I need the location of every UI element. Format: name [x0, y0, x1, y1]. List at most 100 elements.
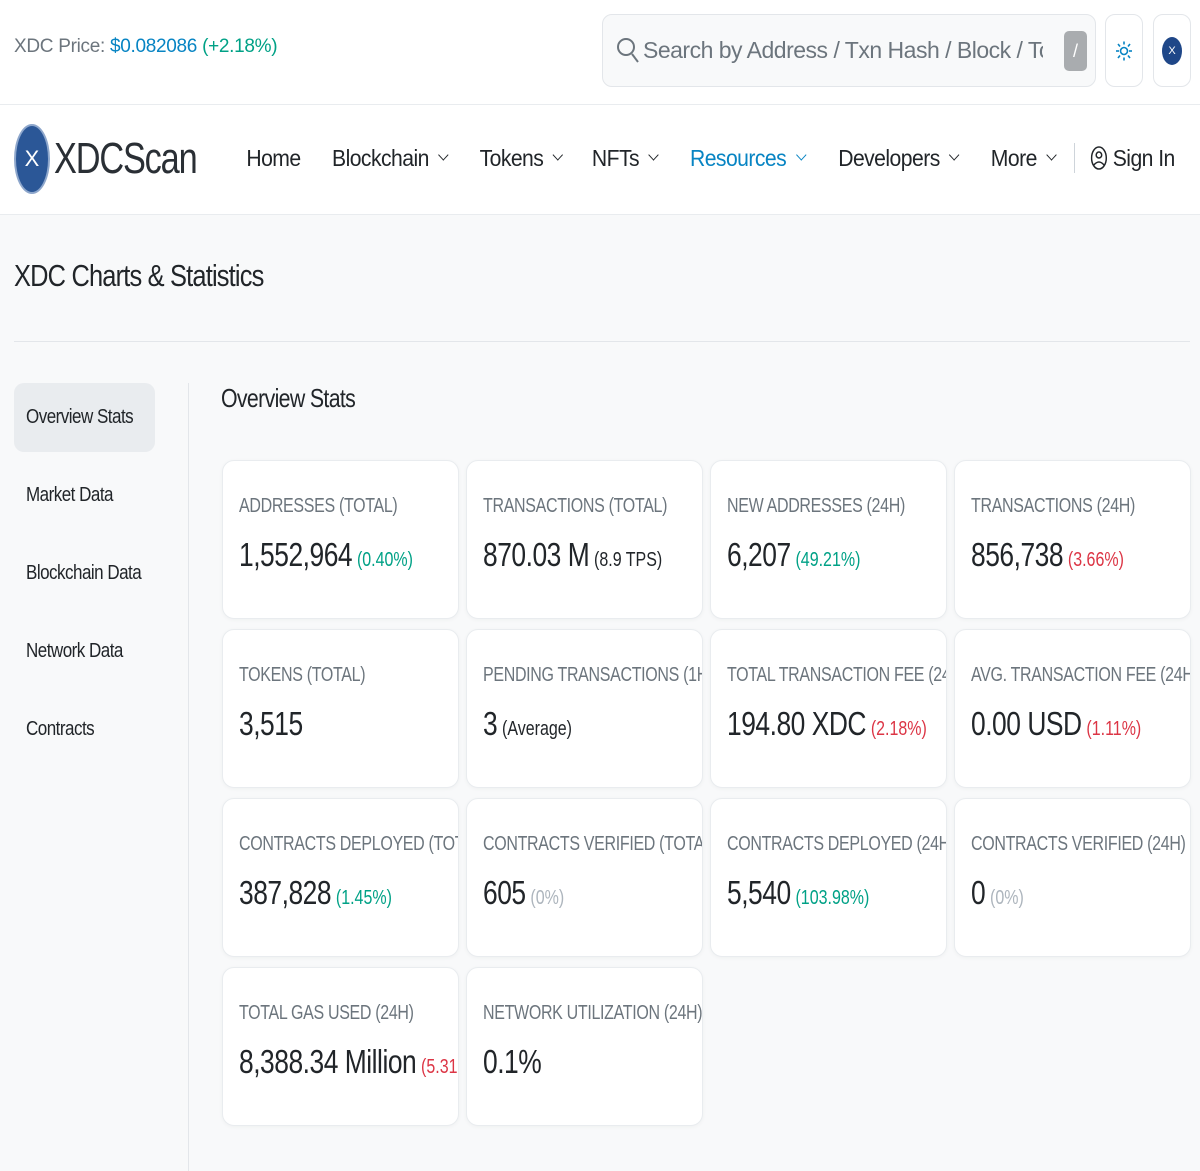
network-button[interactable]: X — [1153, 14, 1191, 87]
sidebar-item-label: Overview Stats — [26, 406, 134, 428]
sidebar-item-label: Network Data — [26, 640, 123, 662]
sidebar-item-label: Contracts — [26, 718, 95, 740]
sidebar-item-overview-stats[interactable]: Overview Stats — [14, 383, 155, 452]
sidebar-divider — [188, 383, 189, 1171]
price-change: (+2.18%) — [202, 36, 278, 57]
stat-card: TRANSACTIONS (24H) 856,738 (3.66%) — [954, 460, 1191, 619]
nav-blockchain[interactable]: Blockchain — [331, 144, 449, 172]
stat-value: 870.03 M — [483, 536, 590, 573]
chevron-down-icon — [648, 149, 660, 161]
stat-label: CONTRACTS DEPLOYED (24H) — [727, 833, 947, 855]
user-circle-icon — [1090, 146, 1107, 170]
stat-value: 0.1% — [483, 1043, 542, 1080]
sidebar-item-network-data[interactable]: Network Data — [14, 617, 155, 686]
nav-nfts[interactable]: NFTs — [592, 145, 660, 172]
xdc-network-icon: X — [1162, 36, 1182, 65]
stat-change: (5.31%) — [421, 1056, 458, 1078]
stat-card: CONTRACTS DEPLOYED (TOTAL) 387,828(1.45%) — [222, 798, 459, 957]
nav-label: Blockchain — [331, 144, 429, 171]
top-bar: XDC Price: $0.082086 (+2.18%) / X — [0, 0, 1200, 105]
theme-toggle-button[interactable] — [1105, 14, 1143, 87]
nav-label: Tokens — [479, 144, 544, 171]
stat-card: TRANSACTIONS (TOTAL) 870.03 M (8.9 TPS) — [466, 460, 703, 619]
nav-label: Home — [246, 144, 301, 171]
nav-label: Resources — [689, 144, 787, 171]
stat-change: (1.45%) — [335, 887, 392, 909]
stat-card: CONTRACTS VERIFIED (TOTAL) 605 (0%) — [466, 798, 703, 957]
stat-value-row: 870.03 M (8.9 TPS) — [483, 536, 662, 574]
logo[interactable]: X XDCScan — [14, 124, 237, 194]
stat-label: TRANSACTIONS (TOTAL) — [483, 495, 668, 517]
stat-value: 194.80 XDC — [727, 705, 867, 742]
stat-label: NEW ADDRESSES (24H) — [727, 495, 905, 517]
title-divider — [14, 341, 1190, 342]
sign-in-label: Sign In — [1112, 144, 1175, 171]
stat-change: (103.98%) — [795, 887, 870, 909]
stat-value-row: 8,388.34 Million(5.31%) — [239, 1043, 458, 1081]
nav-home[interactable]: Home — [246, 144, 301, 172]
xdc-price: XDC Price: $0.082086 (+2.18%) — [14, 36, 278, 58]
stat-value: 0 — [971, 874, 986, 911]
stat-change: (1.11%) — [1086, 718, 1142, 740]
stat-label: PENDING TRANSACTIONS (1H) — [483, 664, 703, 686]
stat-value-row: 3 (Average) — [483, 705, 658, 743]
stat-change: (Average) — [502, 718, 572, 740]
chevron-down-icon — [795, 149, 806, 161]
stat-card: CONTRACTS DEPLOYED (24H) 5,540 (103.98%) — [710, 798, 947, 957]
sidebar-item-market-data[interactable]: Market Data — [14, 461, 155, 530]
nav-tokens[interactable]: Tokens — [479, 144, 564, 172]
stat-value: 0.00 USD — [971, 705, 1082, 742]
stat-label: TOTAL TRANSACTION FEE (24H) — [727, 664, 947, 686]
nav-developers[interactable]: Developers — [838, 144, 960, 172]
stat-change: (0%) — [530, 887, 565, 909]
price-label: XDC Price: — [14, 36, 105, 57]
sidebar-item-label: Blockchain Data — [26, 562, 142, 584]
chevron-down-icon — [438, 149, 449, 161]
chevron-down-icon — [552, 149, 564, 161]
stat-value: 5,540 — [727, 874, 791, 911]
stat-label: TRANSACTIONS (24H) — [971, 495, 1136, 517]
stat-value: 3,515 — [239, 705, 303, 742]
search-input[interactable] — [643, 31, 1043, 69]
nav-label: Developers — [838, 144, 940, 171]
chevron-down-icon — [1045, 149, 1057, 161]
price-value-link[interactable]: $0.082086 — [109, 36, 198, 57]
stat-value: 8,388.34 Million — [239, 1043, 417, 1080]
stat-value-row: 0.00 USD (1.11%) — [971, 705, 1146, 743]
stat-card: TOTAL GAS USED (24H) 8,388.34 Million (5.3… — [222, 967, 459, 1126]
stat-card: TOKENS (TOTAL) 3,515 — [222, 629, 459, 788]
stat-label: AVG. TRANSACTION FEE (24H) — [971, 664, 1191, 686]
stats-grid: ADDRESSES (TOTAL) 1,552,964 (0.40%) TRANSAC… — [222, 460, 1191, 1126]
nav-separator — [1073, 143, 1075, 173]
stat-value: 3 — [483, 705, 498, 742]
sidebar-item-contracts[interactable]: Contracts — [14, 695, 155, 764]
stat-card: AVG. TRANSACTION FEE (24H) 0.00 USD (1.11%… — [954, 629, 1191, 788]
stat-label: ADDRESSES (TOTAL) — [239, 495, 398, 517]
page-title: XDC Charts & Statistics — [14, 258, 264, 293]
search-box: / — [602, 14, 1096, 87]
main-nav: Home Blockchain Tokens NFTs Resources De… — [220, 143, 1178, 173]
search-icon — [617, 38, 639, 63]
stat-value: 387,828 — [239, 874, 332, 911]
sign-in-link[interactable]: Sign In — [1090, 144, 1175, 172]
stat-label: CONTRACTS DEPLOYED (TOTAL) — [239, 833, 458, 855]
stat-change: (0.40%) — [356, 549, 413, 571]
stat-value: 6,207 — [727, 536, 791, 573]
nav-resources[interactable]: Resources — [689, 144, 806, 172]
stat-value-row: 194.80 XDC (2.18%) — [727, 705, 927, 743]
section-title: Overview Stats — [221, 383, 356, 413]
stat-card: NEW ADDRESSES (24H) 6,207 (49.21%) — [710, 460, 947, 619]
sidebar-item-blockchain-data[interactable]: Blockchain Data — [14, 539, 155, 608]
stat-label: NETWORK UTILIZATION (24H) — [483, 1002, 703, 1024]
sun-icon — [1116, 41, 1132, 60]
stat-value-row: 856,738 (3.66%) — [971, 536, 1146, 574]
stat-card: NETWORK UTILIZATION (24H) 0.1% — [466, 967, 703, 1126]
sidebar-item-label: Market Data — [26, 484, 113, 506]
xdc-logo-icon: X — [14, 124, 50, 194]
chevron-down-icon — [949, 149, 960, 161]
search-shortcut-key: / — [1064, 31, 1087, 71]
stat-change: (49.21%) — [795, 549, 861, 571]
stat-change: (8.9 TPS) — [594, 549, 663, 571]
nav-more[interactable]: More — [990, 145, 1057, 172]
stat-label: TOKENS (TOTAL) — [239, 664, 366, 686]
